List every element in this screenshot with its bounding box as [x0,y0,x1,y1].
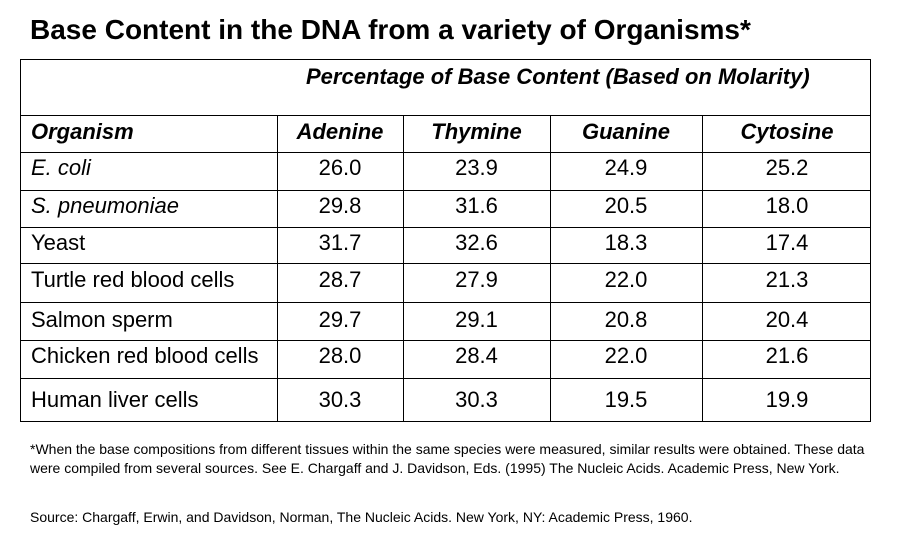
table-super-header: Percentage of Base Content (Based on Mol… [21,60,870,116]
value-cell-thymine: 27.9 [455,267,498,292]
value-cell-guanine: 22.0 [604,343,648,368]
table-column-divider [702,116,703,421]
column-header-adenine: Adenine [296,119,384,144]
value-cell-cytosine: 25.2 [765,155,809,180]
table-column-divider [550,116,551,421]
value-cell-cytosine: 17.4 [765,230,809,255]
value-cell-adenine: 28.7 [318,267,362,292]
base-content-table: Percentage of Base Content (Based on Mol… [20,59,871,422]
table-row-divider [21,378,870,379]
column-header-cytosine: Cytosine [740,119,834,144]
value-cell-adenine: 31.7 [318,230,362,255]
value-cell-guanine: 19.5 [604,387,648,412]
source-citation: Source: Chargaff, Erwin, and Davidson, N… [30,509,693,525]
value-cell-thymine: 28.4 [455,343,498,368]
table-row-divider [21,340,870,341]
super-header-label: Percentage of Base Content (Based on Mol… [306,64,810,89]
table-row-divider [21,263,870,264]
table-row-divider [21,152,870,153]
organism-cell: Salmon sperm [31,307,173,332]
value-cell-thymine: 31.6 [455,193,498,218]
organism-cell: Human liver cells [31,387,199,412]
value-cell-adenine: 28.0 [318,343,362,368]
page-title: Base Content in the DNA from a variety o… [30,14,751,45]
value-cell-guanine: 18.3 [604,230,648,255]
value-cell-thymine: 29.1 [455,307,498,332]
organism-cell: S. pneumoniae [31,193,179,218]
footnote: *When the base compositions from differe… [30,441,865,476]
value-cell-cytosine: 21.3 [765,267,809,292]
value-cell-cytosine: 19.9 [765,387,809,412]
column-header-guanine: Guanine [581,119,670,144]
organism-cell: E. coli [31,155,91,180]
value-cell-thymine: 32.6 [455,230,498,255]
value-cell-thymine: 30.3 [455,387,498,412]
organism-cell: Turtle red blood cells [31,267,235,292]
value-cell-cytosine: 20.4 [765,307,809,332]
organism-cell: Yeast [31,230,86,255]
value-cell-cytosine: 18.0 [765,193,809,218]
table-row-divider [21,190,870,191]
table-column-divider [403,116,404,421]
value-cell-guanine: 20.8 [604,307,648,332]
value-cell-adenine: 29.7 [318,307,362,332]
value-cell-guanine: 20.5 [604,193,648,218]
value-cell-adenine: 29.8 [318,193,362,218]
table-column-divider [277,116,278,421]
column-header-organism: Organism [31,119,134,144]
value-cell-guanine: 22.0 [604,267,648,292]
organism-cell: Chicken red blood cells [31,343,259,368]
value-cell-adenine: 30.3 [318,387,362,412]
value-cell-cytosine: 21.6 [765,343,809,368]
value-cell-adenine: 26.0 [318,155,362,180]
table-row-divider [21,227,870,228]
column-header-thymine: Thymine [431,119,522,144]
value-cell-guanine: 24.9 [604,155,648,180]
value-cell-thymine: 23.9 [455,155,498,180]
table-row-divider [21,302,870,303]
